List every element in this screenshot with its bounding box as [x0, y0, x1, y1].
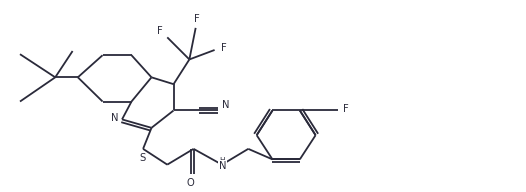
Text: O: O	[187, 178, 194, 188]
Text: N: N	[222, 100, 230, 110]
Text: F: F	[157, 26, 163, 36]
Text: S: S	[139, 153, 145, 163]
Text: N: N	[219, 161, 226, 171]
Text: F: F	[194, 14, 199, 24]
Text: F: F	[343, 104, 349, 114]
Text: F: F	[221, 43, 227, 53]
Text: H: H	[220, 157, 225, 163]
Text: N: N	[111, 113, 118, 123]
